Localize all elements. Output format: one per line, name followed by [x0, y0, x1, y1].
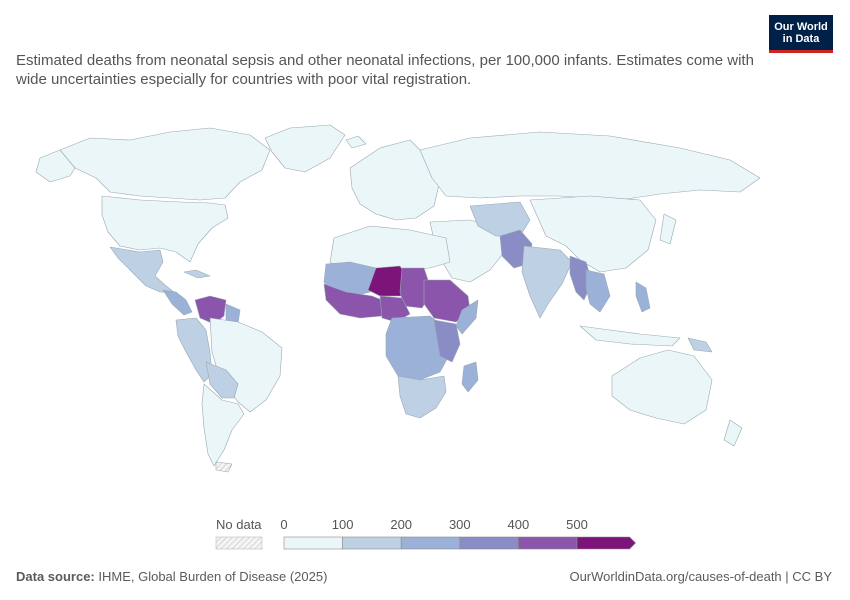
- region-new-zealand[interactable]: [723, 419, 743, 447]
- data-source-text: IHME, Global Burden of Disease (2025): [98, 569, 328, 584]
- data-source: Data source: IHME, Global Burden of Dise…: [16, 569, 327, 584]
- legend-tick-label: 100: [331, 517, 354, 532]
- region-mexico[interactable]: [109, 246, 176, 294]
- region-venezuela[interactable]: [194, 295, 227, 325]
- region-europe[interactable]: [349, 139, 441, 221]
- region-southeast-asia[interactable]: [585, 269, 611, 313]
- region-iceland[interactable]: [345, 135, 367, 149]
- region-russia[interactable]: [419, 131, 761, 201]
- region-papua-new-guinea[interactable]: [687, 337, 713, 353]
- logo-line-2: in Data: [782, 33, 820, 45]
- region-bolivia-paraguay[interactable]: [205, 361, 239, 399]
- region-alaska[interactable]: [35, 149, 76, 183]
- legend-bin-4[interactable]: [518, 536, 578, 550]
- region-china[interactable]: [529, 195, 657, 273]
- region-india[interactable]: [521, 245, 573, 319]
- region-madagascar[interactable]: [461, 361, 479, 393]
- legend-bin-3[interactable]: [459, 536, 519, 550]
- chart-subtitle: Estimated deaths from neonatal sepsis an…: [16, 52, 754, 88]
- region-falklands[interactable]: [215, 461, 233, 473]
- region-cuba[interactable]: [183, 269, 211, 279]
- region-greenland[interactable]: [264, 124, 346, 173]
- logo-line-1: Our World: [774, 21, 828, 33]
- legend-tick-label: 500: [566, 517, 588, 532]
- data-source-label: Data source:: [16, 569, 95, 584]
- region-southern-africa[interactable]: [397, 375, 447, 419]
- region-east-africa[interactable]: [433, 319, 461, 363]
- legend-tick-label: 300: [448, 517, 471, 532]
- legend-bin-5[interactable]: [576, 536, 637, 550]
- region-philippines[interactable]: [635, 281, 651, 313]
- region-japan[interactable]: [659, 213, 677, 245]
- region-mauritania-mali[interactable]: [323, 261, 379, 297]
- footer-url-link[interactable]: OurWorldinData.org/causes-of-death | CC …: [569, 569, 832, 584]
- region-southern-cone[interactable]: [201, 383, 245, 467]
- legend-tick-label: 0: [280, 517, 288, 532]
- legend-bin-1[interactable]: [342, 536, 402, 550]
- legend-bin-0[interactable]: [283, 536, 343, 550]
- legend-bin-2[interactable]: [400, 536, 461, 550]
- region-central-america[interactable]: [162, 289, 193, 316]
- region-canada[interactable]: [59, 127, 271, 201]
- legend-tick-label: 200: [390, 517, 413, 532]
- legend-no-data-label: No data: [216, 517, 262, 532]
- region-australia[interactable]: [611, 349, 713, 425]
- owid-logo[interactable]: Our World in Data: [769, 15, 833, 53]
- region-indonesia[interactable]: [579, 325, 681, 347]
- region-andean[interactable]: [175, 317, 213, 383]
- legend-no-data-swatch[interactable]: [215, 536, 263, 550]
- region-usa[interactable]: [101, 195, 229, 263]
- legend-tick-label: 400: [507, 517, 530, 532]
- region-somalia[interactable]: [455, 299, 479, 335]
